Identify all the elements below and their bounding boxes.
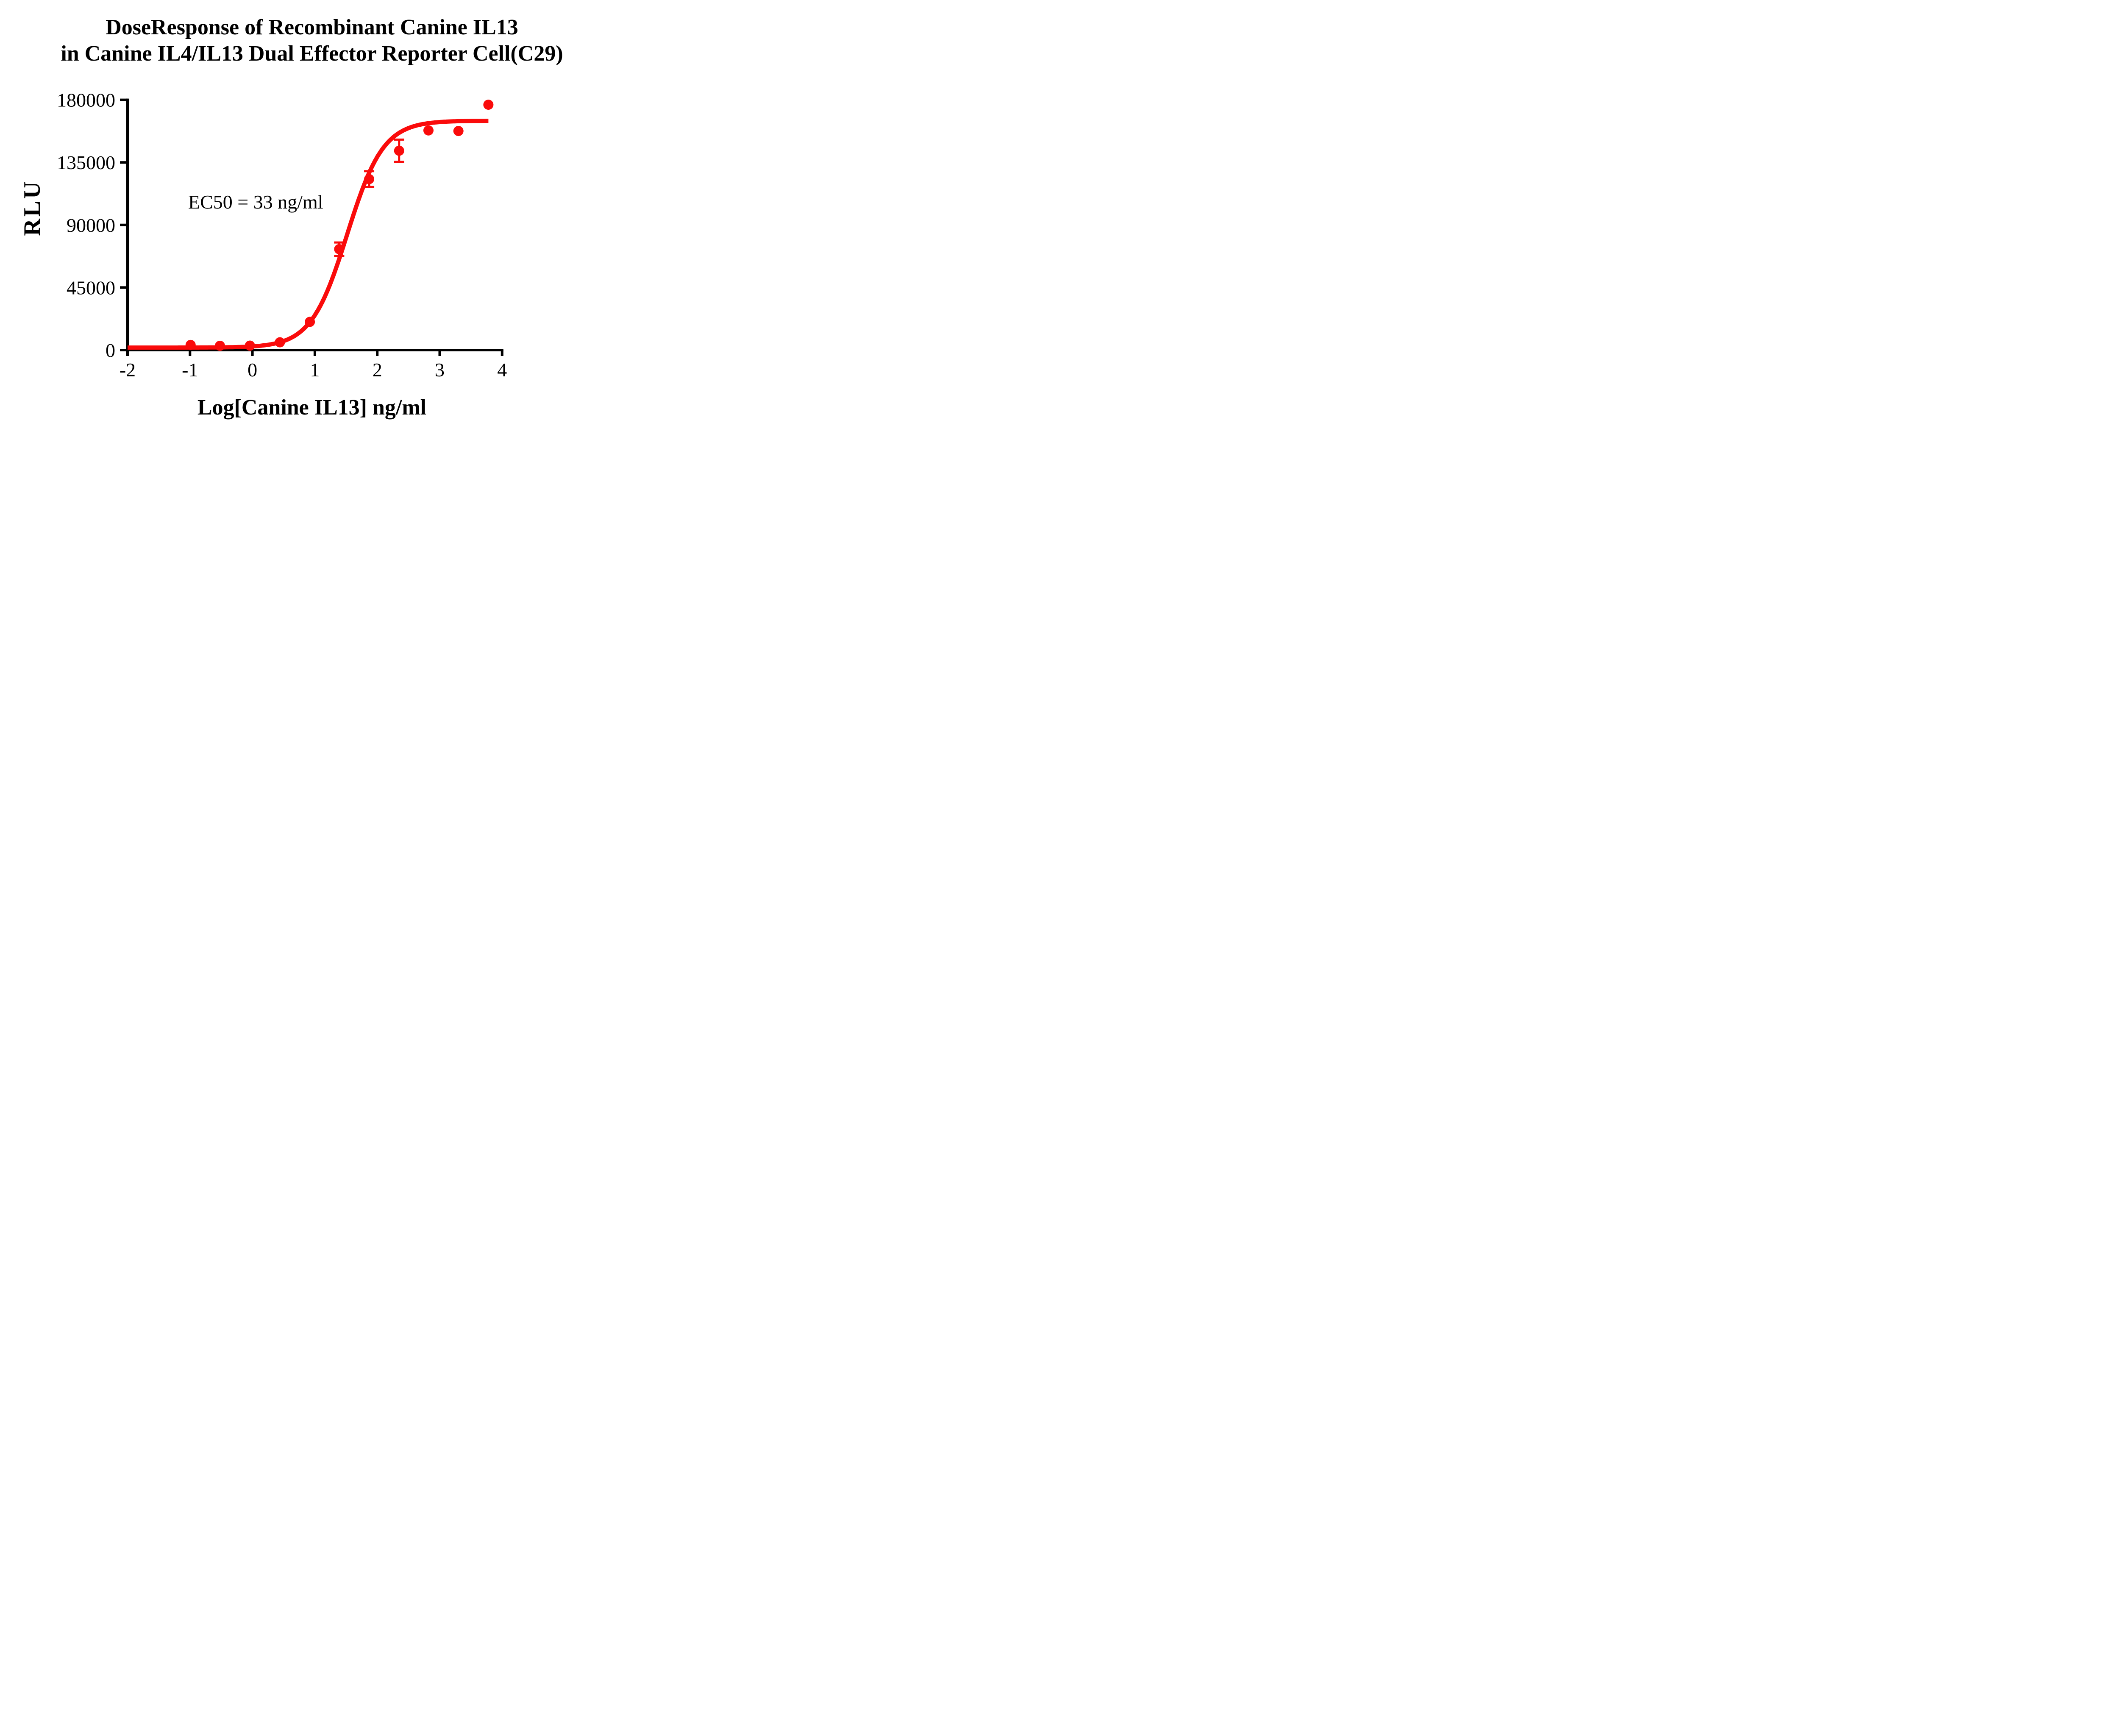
data-point-0 [185,339,196,350]
data-point-9 [453,126,464,136]
x-tick-label--1: -1 [182,359,198,381]
y-tick-label-0: 0 [106,339,115,361]
ec50-annotation: EC50 = 33 ng/ml [188,191,323,213]
dose-response-figure: DoseResponse of Recombinant Canine IL13 … [0,0,624,434]
x-tick-label-0: 0 [247,359,257,381]
y-tick-label-45000: 45000 [67,277,115,298]
data-point-10 [483,100,494,110]
fit-curve [128,119,489,350]
x-tick-label-2: 2 [373,359,382,381]
data-point-2 [245,340,255,351]
y-tick-label-90000: 90000 [67,214,115,236]
data-point-7 [394,145,404,156]
y-tick-label-180000: 180000 [57,89,115,111]
data-point-8 [423,125,434,136]
data-point-3 [275,337,285,348]
x-axis-label: Log[Canine IL13] ng/ml [197,395,427,420]
x-tick-label-4: 4 [497,359,507,381]
x-tick-label-3: 3 [435,359,445,381]
data-point-1 [215,340,225,351]
x-tick-label--2: -2 [120,359,136,381]
data-point-5 [334,244,345,254]
chart-title-line1: DoseResponse of Recombinant Canine IL13 [106,15,518,39]
data-point-6 [364,174,375,184]
chart-title-line2: in Canine IL4/IL13 Dual Effector Reporte… [61,42,563,66]
plot-area: 0 45000 90000 135000 180000 -2 -1 0 1 2 3 4 [57,89,507,381]
y-axis-label: RLU [19,179,45,236]
x-tick-label-1: 1 [310,359,320,381]
chart-title: DoseResponse of Recombinant Canine IL13 … [0,14,624,67]
data-point-4 [305,317,315,327]
y-tick-label-135000: 135000 [57,152,115,173]
